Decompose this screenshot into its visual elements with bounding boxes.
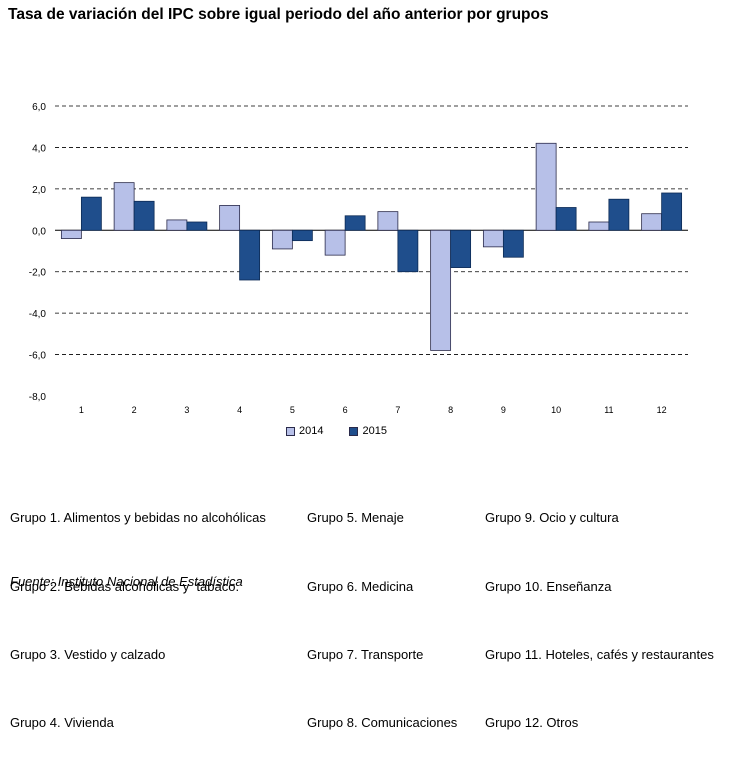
bar-2014-group-12: [641, 213, 663, 231]
group-key-column-1: Grupo 1. Alimentos y bebidas no alcohóli…: [10, 462, 266, 780]
bar-2015-group-5: [291, 229, 313, 242]
legend-label-2014: 2014: [299, 425, 324, 437]
x-tick-label: 11: [604, 405, 613, 415]
bar-2014-group-11: [588, 221, 610, 231]
bar-2014-group-10: [535, 142, 557, 231]
bar-2014-group-9: [482, 229, 504, 248]
x-tick-label: 12: [657, 405, 667, 415]
bar-2014-group-7: [377, 211, 399, 231]
bar-2014-group-1: [60, 229, 82, 239]
x-tick-label: 5: [290, 405, 295, 415]
x-tick-label: 2: [132, 405, 137, 415]
bar-2014-group-4: [219, 205, 241, 231]
y-tick-label: 2,0: [32, 185, 46, 196]
group-key-column-3: Grupo 9. Ocio y cultura Grupo 10. Enseña…: [485, 462, 714, 780]
x-tick-label: 6: [343, 405, 348, 415]
bar-2015-group-10: [555, 207, 577, 231]
legend-swatch-2014: [286, 426, 295, 436]
group-key-item: Grupo 7. Transporte: [307, 646, 424, 662]
bar-2014-group-8: [430, 229, 452, 351]
bar-2015-group-4: [239, 229, 261, 281]
y-tick-label: -2,0: [29, 268, 47, 279]
group-key-item: Grupo 6. Medicina: [307, 578, 414, 594]
x-tick-label: 9: [501, 405, 506, 415]
y-tick-label: -8,0: [29, 392, 47, 403]
chart-legend: 2014 2015: [286, 425, 387, 437]
group-key-item: Grupo 12. Otros: [485, 714, 579, 730]
y-tick-label: -4,0: [29, 309, 47, 320]
bar-2015-group-7: [397, 229, 419, 273]
x-tick-label: 4: [237, 405, 242, 415]
bar-2015-group-2: [133, 200, 155, 231]
bar-2015-group-3: [186, 221, 208, 231]
group-key-item: Grupo 3. Vestido y calzado: [10, 646, 166, 662]
bar-2014-group-6: [324, 229, 346, 256]
bar-2014-group-5: [271, 229, 293, 250]
bar-2015-group-9: [502, 229, 524, 258]
y-tick-label: 6,0: [32, 102, 46, 113]
group-key-item: Grupo 4. Vivienda: [10, 714, 114, 730]
bar-2015-group-8: [450, 229, 472, 268]
y-tick-label: 0,0: [32, 226, 46, 237]
x-tick-label: 8: [448, 405, 453, 415]
bar-2015-group-11: [608, 198, 630, 231]
x-tick-label: 7: [395, 405, 400, 415]
group-key-item: Grupo 5. Menaje: [307, 510, 404, 526]
chart-title: Tasa de variación del IPC sobre igual pe…: [8, 6, 549, 23]
group-key-column-2: Grupo 5. Menaje Grupo 6. Medicina Grupo …: [307, 462, 457, 780]
group-key-item: Grupo 1. Alimentos y bebidas no alcohóli…: [10, 510, 266, 526]
bar-2015-group-6: [344, 215, 366, 231]
source-note: Fuente: Instituto Nacional de Estadístic…: [10, 574, 243, 589]
group-key-item: Grupo 11. Hoteles, cafés y restaurantes: [485, 646, 714, 662]
group-key-item: Grupo 8. Comunicaciones: [307, 714, 458, 730]
y-tick-label: 4,0: [32, 143, 46, 154]
bar-2015-group-12: [661, 192, 683, 231]
group-key-item: Grupo 2. Bebidas alcohólicas y tabaco.: [10, 578, 240, 594]
bar-2014-group-2: [113, 182, 135, 231]
legend-item-2015: 2015: [349, 425, 387, 437]
legend-item-2014: 2014: [286, 425, 323, 437]
legend-label-2015: 2015: [362, 425, 387, 437]
group-key-item: Grupo 10. Enseñanza: [485, 578, 612, 594]
legend-swatch-2015: [349, 426, 359, 436]
x-tick-label: 1: [79, 405, 84, 415]
x-tick-label: 3: [184, 405, 189, 415]
x-tick-label: 10: [551, 405, 561, 415]
group-key-item: Grupo 9. Ocio y cultura: [485, 510, 619, 526]
bar-chart: 6,04,02,00,0-2,0-4,0-6,0-8,01 2 3 4 5 6 7 8 9 10 1…: [29, 102, 688, 415]
bar-2015-group-1: [80, 196, 102, 231]
y-tick-label: -6,0: [29, 351, 47, 362]
bar-2014-group-3: [166, 219, 188, 231]
